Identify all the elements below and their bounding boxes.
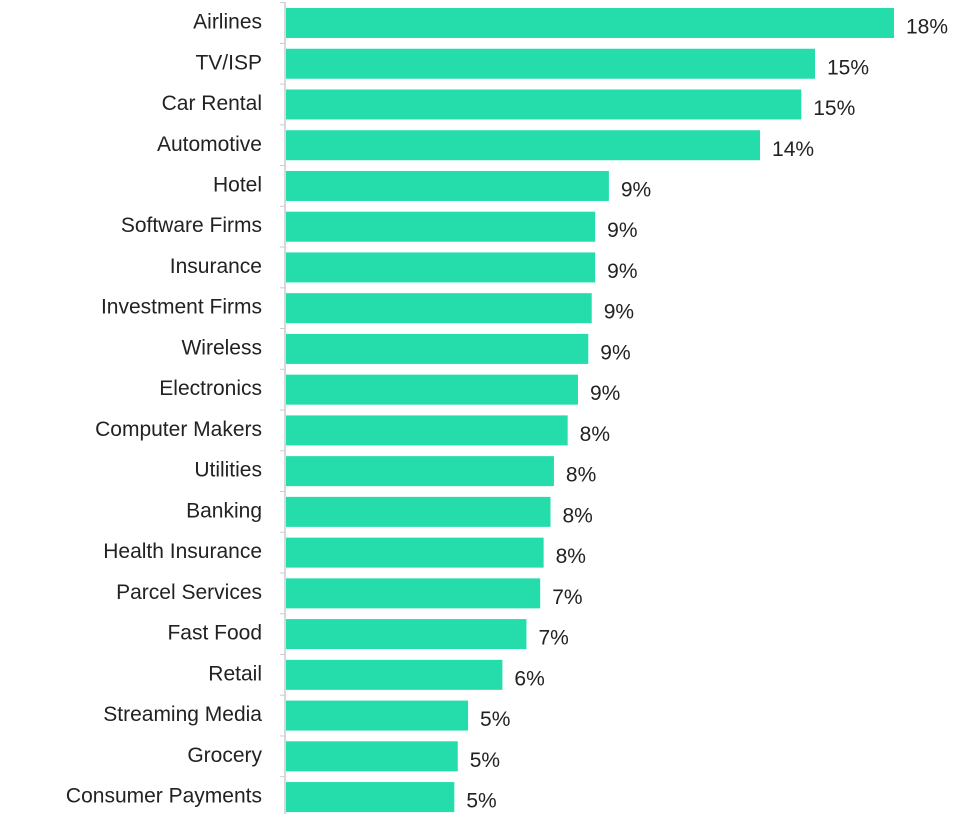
category-label: Consumer Payments — [66, 785, 262, 808]
value-label: 15% — [827, 56, 869, 79]
value-label: 9% — [621, 179, 651, 202]
bar — [286, 741, 458, 772]
bar — [286, 48, 815, 79]
category-label: Utilities — [194, 459, 262, 482]
category-label: Parcel Services — [116, 581, 262, 604]
bar — [286, 496, 551, 527]
category-label: Investment Firms — [101, 296, 262, 319]
value-label: 5% — [470, 749, 500, 772]
category-label: Wireless — [181, 336, 262, 359]
category-label: Airlines — [193, 11, 262, 34]
value-label: 8% — [566, 464, 596, 487]
value-label: 14% — [772, 138, 814, 161]
bar — [286, 333, 589, 364]
bar — [286, 619, 527, 650]
value-label: 9% — [607, 219, 637, 242]
bar — [286, 211, 596, 242]
value-label: 7% — [538, 627, 568, 650]
category-label: Software Firms — [121, 214, 262, 237]
value-label: 9% — [590, 382, 620, 405]
bar — [286, 374, 578, 405]
category-label: Computer Makers — [95, 418, 262, 441]
category-label: Insurance — [170, 255, 262, 278]
bar — [286, 659, 503, 690]
value-label: 8% — [580, 423, 610, 446]
category-label: TV/ISP — [195, 51, 262, 74]
category-label: Electronics — [159, 377, 262, 400]
bar — [286, 456, 554, 487]
category-label: Retail — [208, 662, 262, 685]
category-label: Automotive — [157, 133, 262, 156]
category-label: Fast Food — [167, 622, 262, 645]
bar — [286, 252, 596, 283]
value-label: 8% — [556, 545, 586, 568]
value-label: 7% — [552, 586, 582, 609]
value-label: 9% — [600, 341, 630, 364]
category-label: Car Rental — [162, 92, 262, 115]
value-label: 5% — [466, 790, 496, 813]
value-label: 18% — [906, 16, 948, 39]
category-label: Grocery — [187, 744, 262, 767]
bar — [286, 293, 592, 324]
bar — [286, 537, 544, 568]
bar — [286, 8, 894, 38]
category-label: Banking — [186, 499, 262, 522]
bar — [286, 89, 802, 120]
category-label: Health Insurance — [103, 540, 262, 563]
category-label: Streaming Media — [103, 703, 262, 726]
value-label: 9% — [604, 301, 634, 324]
bar — [286, 578, 541, 609]
value-label: 6% — [514, 667, 544, 690]
value-label: 5% — [480, 708, 510, 731]
value-label: 8% — [562, 504, 592, 527]
bar — [286, 415, 568, 446]
bar — [286, 700, 469, 731]
bar — [286, 170, 609, 201]
value-label: 15% — [813, 97, 855, 120]
bar — [286, 130, 761, 161]
bar — [286, 782, 455, 813]
category-label: Hotel — [213, 174, 262, 197]
value-label: 9% — [607, 260, 637, 283]
